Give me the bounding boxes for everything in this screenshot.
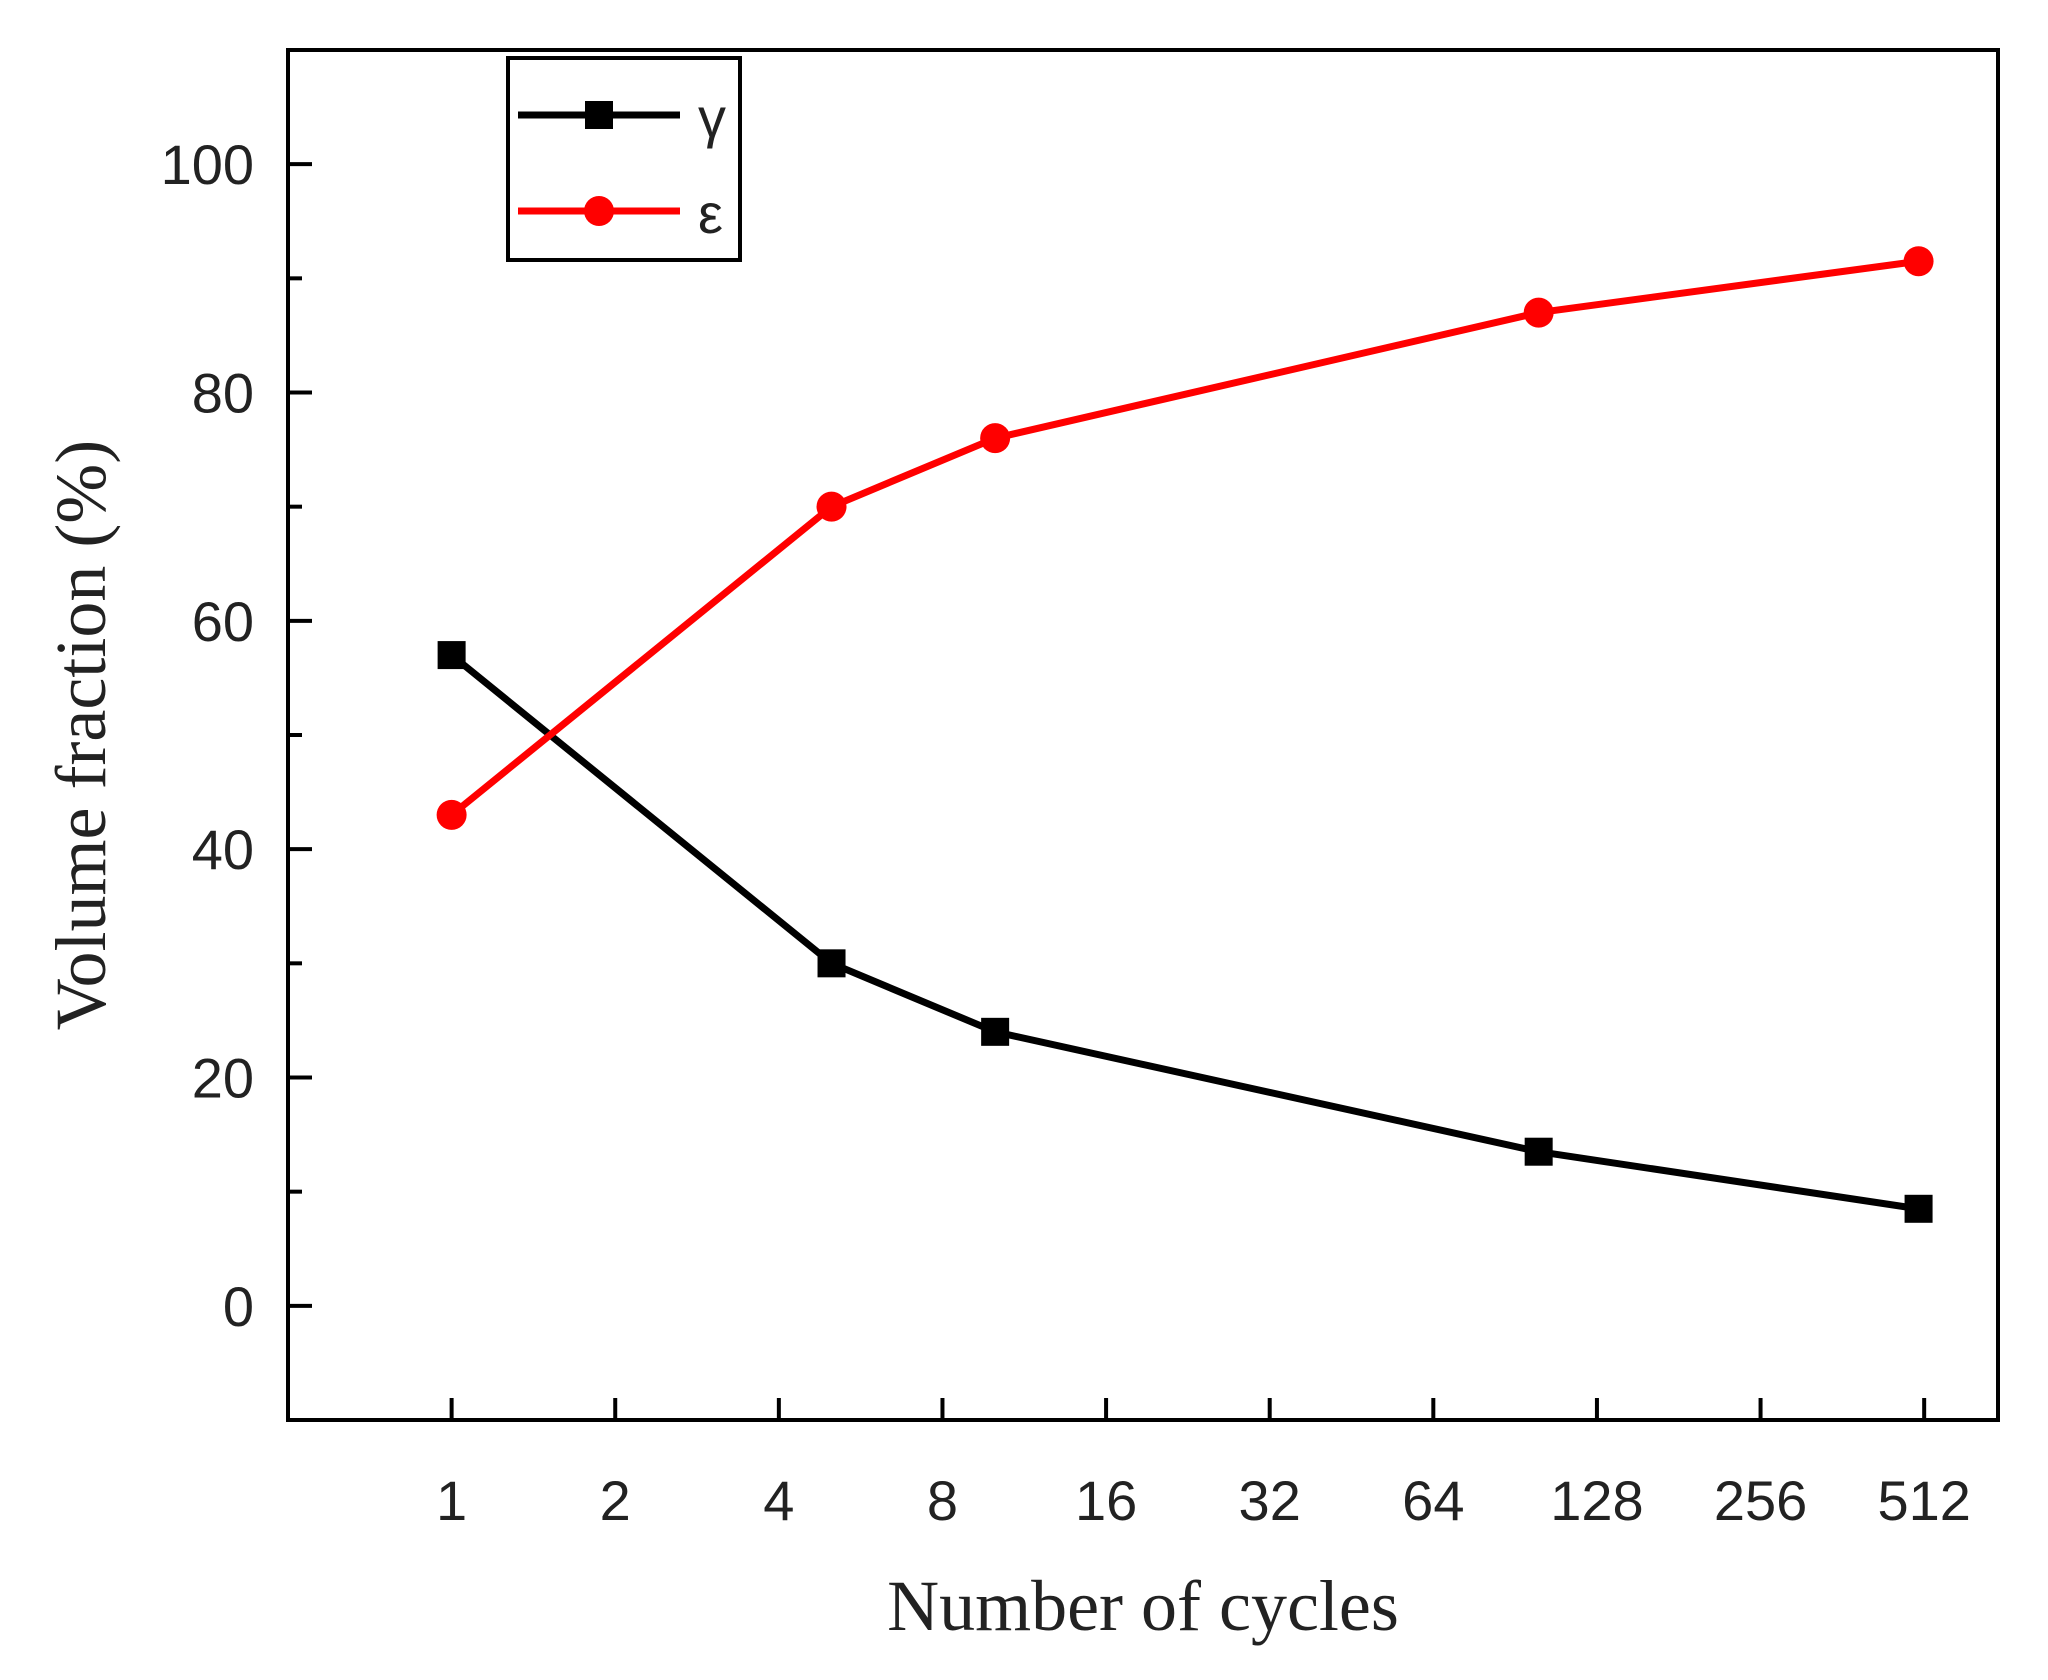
x-tick-label: 64 bbox=[1402, 1469, 1464, 1532]
data-point bbox=[980, 423, 1011, 454]
y-tick-label: 20 bbox=[192, 1047, 254, 1110]
x-tick-label: 8 bbox=[927, 1469, 958, 1532]
data-point bbox=[816, 491, 847, 522]
y-tick-label: 0 bbox=[223, 1275, 254, 1338]
x-tick-label: 4 bbox=[763, 1469, 794, 1532]
series-line bbox=[448, 651, 1923, 1213]
y-tick-label: 60 bbox=[192, 590, 254, 653]
series-2 bbox=[436, 246, 1934, 830]
data-point bbox=[1524, 1137, 1553, 1166]
legend-item: γ bbox=[518, 86, 726, 149]
legend-marker bbox=[585, 101, 613, 129]
data-point bbox=[817, 949, 846, 978]
series-line bbox=[448, 257, 1923, 819]
x-tick-label: 16 bbox=[1075, 1469, 1137, 1532]
legend: γε bbox=[506, 56, 742, 262]
x-tick-label: 128 bbox=[1550, 1469, 1643, 1532]
legend-box bbox=[506, 56, 742, 262]
x-tick-label: 2 bbox=[600, 1469, 631, 1532]
x-axis-label: Number of cycles bbox=[887, 1566, 1399, 1646]
x-tick-label: 512 bbox=[1877, 1469, 1970, 1532]
y-tick-label: 100 bbox=[161, 133, 254, 196]
legend-marker bbox=[584, 196, 614, 226]
data-point bbox=[1523, 297, 1554, 328]
data-point bbox=[1904, 1194, 1933, 1223]
data-point bbox=[981, 1017, 1010, 1046]
data-point bbox=[1903, 246, 1934, 277]
x-tick-label: 1 bbox=[436, 1469, 467, 1532]
y-tick-label: 80 bbox=[192, 362, 254, 425]
series-1 bbox=[437, 641, 1933, 1223]
y-tick-label: 40 bbox=[192, 818, 254, 881]
x-tick-label: 32 bbox=[1239, 1469, 1301, 1532]
x-tick-label: 256 bbox=[1714, 1469, 1807, 1532]
y-axis: 0 20 40 60 80 100 bbox=[161, 133, 312, 1338]
series-layer bbox=[436, 246, 1934, 1223]
data-point bbox=[437, 641, 466, 670]
legend-label: γ bbox=[698, 86, 726, 149]
legend-item: ε bbox=[518, 182, 723, 245]
y-axis-label: Volume fraction (%) bbox=[41, 440, 121, 1030]
legend-label: ε bbox=[698, 182, 723, 245]
data-point bbox=[436, 799, 467, 830]
x-axis: 1 2 4 8 16 32 64 128 256 512 bbox=[436, 1398, 1971, 1532]
